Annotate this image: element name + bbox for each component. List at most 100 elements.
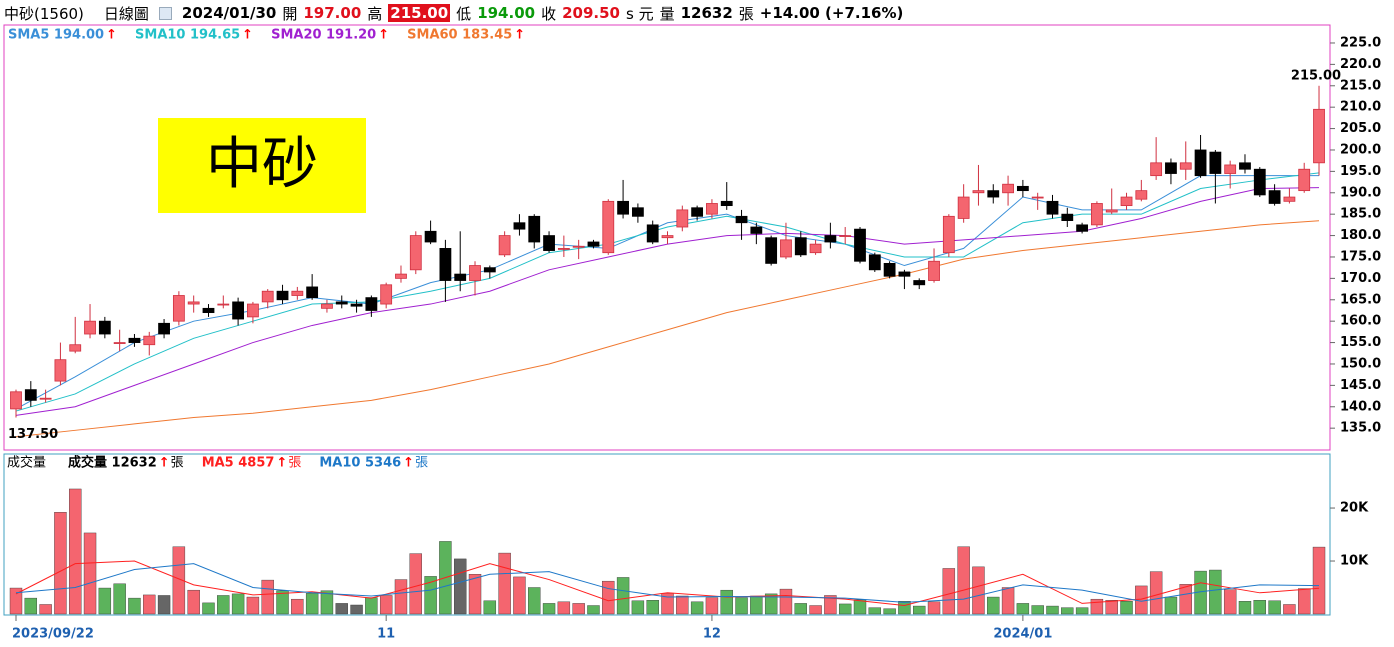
y-tick-label: 20K [1340,501,1369,516]
candle-body [113,342,126,344]
candle-body [350,303,363,307]
volume-bar [83,532,97,615]
volume-bar [1179,584,1192,615]
line [15,220,1320,438]
candle-body [528,215,541,243]
volume-bar [98,587,112,615]
volume-bar [1016,603,1030,615]
low-label: 低 [456,4,472,23]
y-tick-label: 135.0 [1340,421,1381,436]
y-tick-label: 150.0 [1340,356,1381,371]
legend-entry: MA5 4857 [202,456,275,471]
close: 209.50 [562,4,620,22]
y-tick-label: 195.0 [1340,164,1381,179]
y-tick-label: 155.0 [1340,335,1381,350]
candle-body [54,359,67,382]
checkbox[interactable] [158,6,172,20]
candle-body [735,215,748,224]
volume-bar [587,605,600,615]
volume-bar [972,566,985,615]
candle-body [706,203,718,215]
candle-body [1150,162,1163,177]
header: 中砂(1560) 日線圖 2024/01/30 開 197.00 高 215.00 … [4,3,903,23]
candle-body [409,235,422,271]
annotation-high: 215.00 [1291,68,1341,83]
volume-bar [394,579,408,615]
volume-bar [1283,604,1296,615]
candle-body [98,320,111,335]
candle-body [276,290,289,301]
volume-bar [335,603,348,615]
volume-bar [350,604,363,615]
candle-body [898,271,911,277]
volume-bar [483,600,497,615]
label-box-text: 中砂 [206,132,318,197]
legend-entry: SMA5 194.00 [8,28,104,43]
volume-bar [202,602,215,615]
volume-bar [1090,598,1104,615]
volume-bar [1149,571,1163,615]
volume-bar [1001,587,1015,615]
volume-bar [720,589,733,615]
volume-bar [172,546,186,615]
candle-body [987,190,1000,198]
volume-bar [1120,601,1133,615]
candle-body [1061,213,1074,221]
volume-frame [3,453,1331,616]
volume-bar [987,596,1000,615]
x-tick-label: 11 [377,627,395,642]
candle-body [631,207,644,217]
volume-bar [39,604,52,615]
candle-body [794,237,807,256]
y-tick-label: 180.0 [1340,228,1381,243]
candle-body [1091,203,1103,226]
candle-body [557,248,570,250]
volume-bar [898,601,911,615]
candle-body [928,260,940,281]
candle-body [143,335,156,346]
volume-bar [1223,589,1237,615]
candle-body [617,200,629,215]
volume-bar [424,576,437,615]
candle-body [1268,190,1281,204]
volume-bar [646,600,659,615]
candle-body [942,215,955,254]
candle-body [498,235,511,256]
volume-bar [1031,605,1044,615]
annotation-low: 137.50 [8,427,58,442]
candle-body [1031,196,1044,199]
candle-body [824,235,837,243]
y-tick-label: 170.0 [1340,271,1381,286]
candle-body [1313,108,1325,164]
candle-body [158,322,170,335]
volume-bar [602,580,615,615]
candle-body [335,301,348,305]
change: +14.00 (+7.16%) [759,4,904,22]
open-label: 開 [282,4,298,23]
volume-bar [187,589,200,615]
volume-bar [557,601,571,615]
volume-bar [676,595,689,615]
y-tick-label: 210.0 [1340,100,1381,115]
volume-bar [513,576,526,615]
y-tick-label: 205.0 [1340,121,1381,136]
volume-bar [927,601,941,615]
candle-body [1209,151,1222,174]
volume-bar [631,600,645,615]
candle-body [883,262,896,277]
candle-body [306,286,319,299]
candle-body [839,235,852,237]
volume-bar [883,608,896,615]
legend-entry: SMA60 183.45 [407,28,512,43]
y-tick-label: 215.0 [1340,78,1381,93]
legend-entry: SMA10 194.65 [135,28,240,43]
candle-body [646,224,659,243]
close-label: 收 [541,4,557,23]
volume-bar [54,512,67,615]
volume-bar [572,603,585,615]
candle-body [483,267,496,273]
volume-bar [750,595,763,615]
candle-body [128,337,141,343]
y-tick-label: 225.0 [1340,35,1381,50]
